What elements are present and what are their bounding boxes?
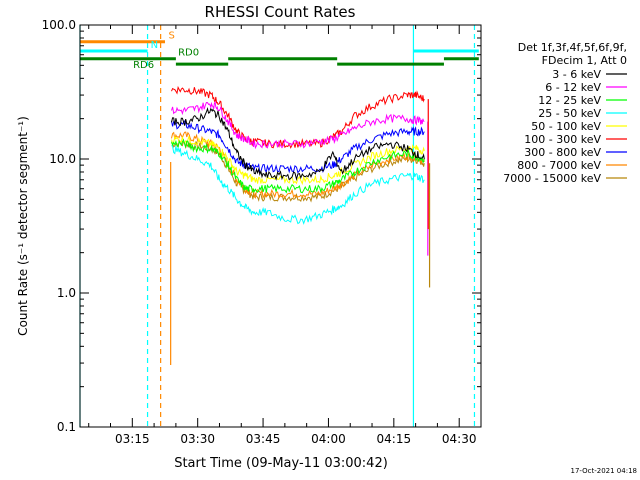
attenuator-flags: SN RD0 RD6 xyxy=(80,31,479,71)
x-tick-label: 04:30 xyxy=(442,432,477,446)
legend-label: 7000 - 15000 keV xyxy=(503,172,601,185)
legend-label: 300 - 800 keV xyxy=(524,146,601,159)
series-line xyxy=(171,138,425,194)
y-tick-label: 100.0 xyxy=(42,18,76,32)
footer-timestamp: 17-Oct-2021 04:18 xyxy=(571,467,637,475)
series-line xyxy=(171,85,425,149)
y-axis-label: Count Rate (s⁻¹ detector segment⁻¹) xyxy=(16,116,30,336)
series-line xyxy=(171,135,425,186)
series-line xyxy=(171,107,425,182)
legend-header: Det 1f,3f,4f,5f,6f,9f, xyxy=(518,41,627,54)
legend-header: FDecim 1, Att 0 xyxy=(542,54,627,67)
x-tick-label: 04:15 xyxy=(377,432,412,446)
x-tick-label: 03:30 xyxy=(180,432,215,446)
x-tick-label: 03:45 xyxy=(246,432,281,446)
y-axis: 0.1 1.0 10.0 100.0 xyxy=(42,18,481,434)
plot-frame xyxy=(79,24,482,428)
y-tick-label: 0.1 xyxy=(57,420,76,434)
series-lines xyxy=(170,85,431,366)
legend-label: 3 - 6 keV xyxy=(552,68,601,81)
x-axis: 03:15 03:30 03:45 04:00 04:15 04:30 xyxy=(88,25,477,446)
legend-label: 6 - 12 keV xyxy=(545,81,601,94)
flag-label: S xyxy=(168,31,174,42)
flag-label: RD0 xyxy=(178,48,199,59)
legend-label: 800 - 7000 keV xyxy=(517,159,601,172)
legend-label: 50 - 100 keV xyxy=(531,120,601,133)
chart-title: RHESSI Count Rates xyxy=(205,3,356,21)
x-tick-label: 03:15 xyxy=(115,432,150,446)
time-markers xyxy=(79,25,476,427)
x-tick-label: 04:00 xyxy=(311,432,346,446)
series-line xyxy=(171,100,425,150)
legend-label: 25 - 50 keV xyxy=(538,107,601,120)
legend-label: 100 - 300 keV xyxy=(524,133,601,146)
flag-label: N xyxy=(151,40,158,51)
legend: Det 1f,3f,4f,5f,6f,9f,FDecim 1, Att 03 -… xyxy=(503,41,627,185)
y-tick-label: 1.0 xyxy=(57,286,76,300)
series-line xyxy=(171,120,425,174)
legend-label: 12 - 25 keV xyxy=(538,94,601,107)
y-tick-label: 10.0 xyxy=(49,152,76,166)
x-axis-label: Start Time (09-May-11 03:00:42) xyxy=(174,456,388,471)
flag-label: RD6 xyxy=(133,60,154,71)
series-line xyxy=(171,145,425,225)
